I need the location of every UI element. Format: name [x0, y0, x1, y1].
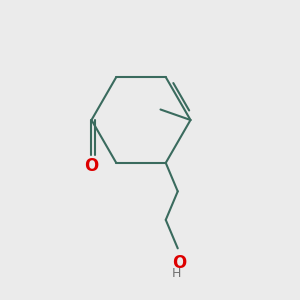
- Text: H: H: [172, 267, 181, 280]
- Text: O: O: [172, 254, 186, 272]
- Text: O: O: [84, 157, 99, 175]
